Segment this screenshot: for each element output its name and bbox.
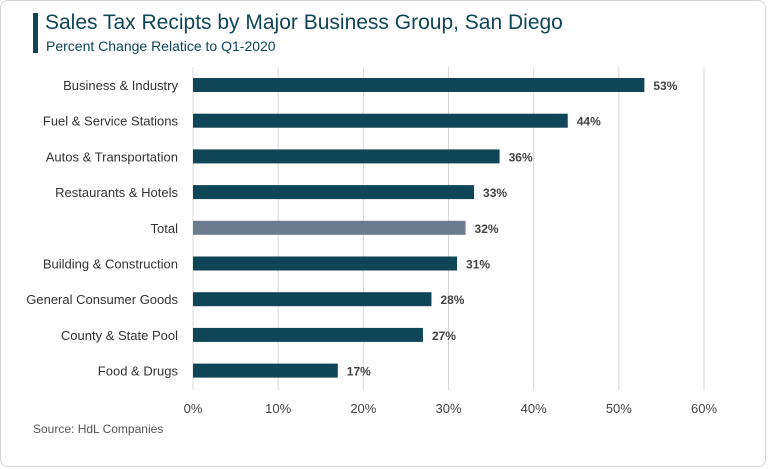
category-label: County & State Pool xyxy=(61,328,178,343)
x-tick-label: 0% xyxy=(184,401,203,416)
bar xyxy=(193,185,475,200)
x-tick-label: 20% xyxy=(350,401,376,416)
bar xyxy=(193,363,338,378)
value-label: 53% xyxy=(653,79,677,93)
category-label: General Consumer Goods xyxy=(26,292,178,307)
category-label: Building & Construction xyxy=(43,257,178,272)
x-tick-label: 10% xyxy=(265,401,291,416)
bar xyxy=(193,327,423,342)
x-tick-label: 50% xyxy=(606,401,632,416)
bar xyxy=(193,113,568,128)
x-tick-label: 40% xyxy=(521,401,547,416)
category-label: Fuel & Service Stations xyxy=(43,114,179,129)
bar xyxy=(193,78,645,92)
bar xyxy=(193,256,458,271)
chart-title: Sales Tax Recipts by Major Business Grou… xyxy=(45,11,563,34)
value-label: 32% xyxy=(475,222,499,236)
bar xyxy=(193,149,500,164)
x-tick-label: 30% xyxy=(435,401,461,416)
title-accent-bar xyxy=(33,13,38,53)
category-label: Total xyxy=(151,221,179,236)
category-label: Food & Drugs xyxy=(98,364,179,379)
value-label: 27% xyxy=(432,329,456,343)
bar xyxy=(193,220,466,235)
bar xyxy=(193,292,432,307)
value-label: 44% xyxy=(577,115,601,129)
value-label: 33% xyxy=(483,186,507,200)
value-label: 31% xyxy=(466,258,490,272)
x-tick-label: 60% xyxy=(691,401,717,416)
chart-source: Source: HdL Companies xyxy=(33,422,164,436)
category-label: Autos & Transportation xyxy=(46,149,178,164)
category-label: Restaurants & Hotels xyxy=(55,185,178,200)
category-label: Business & Industry xyxy=(63,78,178,93)
value-label: 36% xyxy=(509,150,533,164)
value-label: 28% xyxy=(440,293,464,307)
value-label: 17% xyxy=(347,365,371,379)
chart-subtitle: Percent Change Relatice to Q1-2020 xyxy=(46,38,276,54)
